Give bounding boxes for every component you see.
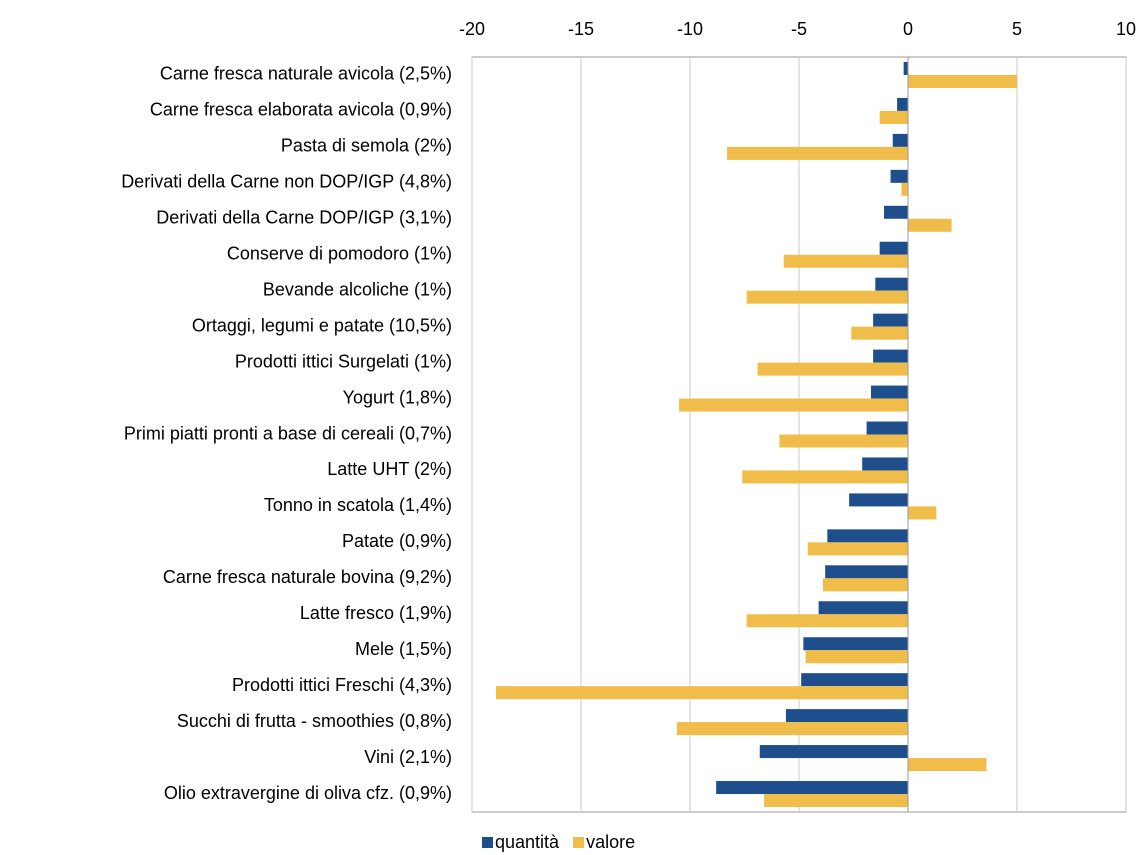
y-tick-label: Latte UHT (2%) [327, 459, 452, 479]
bar [897, 97, 908, 111]
bar [803, 637, 908, 651]
y-tick-label: Vini (2,1%) [364, 747, 452, 767]
bar [870, 385, 908, 399]
bar [822, 578, 908, 592]
y-tick-label: Prodotti ittici Surgelati (1%) [235, 351, 452, 371]
y-tick-label: Conserve di pomodoro (1%) [227, 243, 452, 263]
bar [873, 349, 908, 363]
bar [805, 650, 908, 664]
y-tick-label: Latte fresco (1,9%) [300, 603, 452, 623]
bar [862, 457, 908, 471]
y-tick-label: Carne fresca elaborata avicola (0,9%) [150, 100, 452, 120]
bar [892, 133, 908, 147]
x-tick-label: -15 [568, 19, 594, 39]
bar [851, 326, 908, 340]
legend-label: valore [586, 832, 635, 852]
bar [783, 254, 908, 268]
bar [901, 182, 908, 196]
bar [908, 218, 952, 232]
bar [779, 434, 908, 448]
bar [827, 529, 908, 543]
x-tick-label: -10 [677, 19, 703, 39]
y-tick-label: Derivati della Carne DOP/IGP (3,1%) [156, 208, 452, 228]
y-tick-label: Ortaggi, legumi e patate (10,5%) [192, 315, 452, 335]
y-tick-label: Derivati della Carne non DOP/IGP (4,8%) [121, 172, 452, 192]
bar [825, 565, 908, 579]
bar [879, 241, 908, 255]
bar [727, 146, 908, 160]
bar [746, 290, 908, 304]
y-tick-label: Prodotti ittici Freschi (4,3%) [232, 675, 452, 695]
bar [866, 421, 908, 435]
x-tick-label: -20 [459, 19, 485, 39]
bar [807, 542, 908, 556]
bar [884, 205, 908, 219]
bar [879, 110, 908, 124]
bar [764, 794, 908, 808]
x-tick-label: -5 [791, 19, 807, 39]
y-tick-label: Carne fresca naturale avicola (2,5%) [160, 64, 452, 84]
y-tick-label: Olio extravergine di oliva cfz. (0,9%) [164, 783, 452, 803]
bar [908, 758, 987, 772]
y-tick-label: Succhi di frutta - smoothies (0,8%) [177, 711, 452, 731]
y-tick-label: Patate (0,9%) [342, 531, 452, 551]
bar [746, 614, 908, 628]
legend-swatch [482, 837, 493, 848]
bar [676, 722, 908, 736]
y-tick-label: Tonno in scatola (1,4%) [264, 495, 452, 515]
bar [785, 709, 908, 723]
bar [818, 601, 908, 615]
bar [742, 470, 908, 484]
y-tick-label: Pasta di semola (2%) [281, 136, 452, 156]
bar [908, 506, 937, 520]
bar [495, 686, 908, 700]
y-tick-label: Mele (1,5%) [355, 639, 452, 659]
bar [873, 313, 908, 327]
x-tick-label: 5 [1012, 19, 1022, 39]
bar [757, 362, 908, 376]
bar [908, 74, 1017, 88]
x-tick-label: 0 [903, 19, 913, 39]
bar [716, 781, 908, 795]
bar [679, 398, 908, 412]
y-tick-label: Bevande alcoliche (1%) [263, 279, 452, 299]
x-tick-label: 10 [1116, 19, 1136, 39]
legend-label: quantità [495, 832, 560, 852]
bar [759, 745, 908, 759]
bar [801, 673, 908, 687]
bar [849, 493, 908, 507]
y-tick-label: Primi piatti pronti a base di cereali (0… [124, 423, 452, 443]
bar [903, 61, 908, 75]
legend-swatch [573, 837, 585, 848]
bar [890, 169, 908, 183]
y-tick-label: Carne fresca naturale bovina (9,2%) [163, 567, 452, 587]
y-tick-label: Yogurt (1,8%) [343, 387, 452, 407]
bar [875, 277, 908, 291]
